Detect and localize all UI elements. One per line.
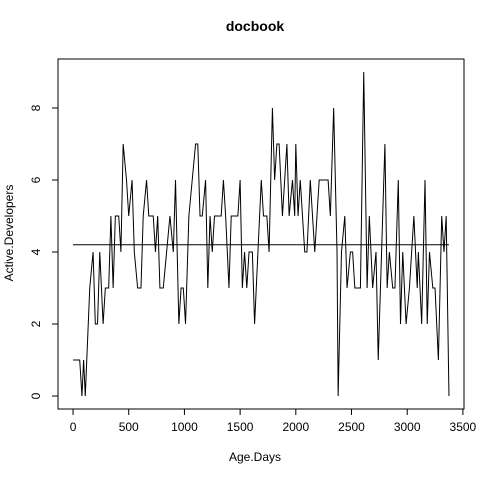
x-tick-label: 2500 xyxy=(338,420,365,434)
y-axis-label: Active.Developers xyxy=(2,185,16,282)
x-tick-label: 2000 xyxy=(282,420,309,434)
y-tick-label: 2 xyxy=(29,320,43,327)
y-tick-label: 6 xyxy=(29,176,43,183)
x-tick-label: 3500 xyxy=(450,420,477,434)
chart-title: docbook xyxy=(226,18,285,34)
x-axis-label: Age.Days xyxy=(229,450,281,464)
x-tick-label: 3000 xyxy=(394,420,421,434)
y-tick-label: 0 xyxy=(29,392,43,399)
x-tick-label: 500 xyxy=(119,420,139,434)
x-tick-label: 1500 xyxy=(227,420,254,434)
y-tick-label: 8 xyxy=(29,104,43,111)
plot-box xyxy=(57,58,465,410)
y-tick-label: 4 xyxy=(29,248,43,255)
x-tick-label: 0 xyxy=(70,420,77,434)
data-line xyxy=(73,71,450,397)
x-tick-label: 1000 xyxy=(171,420,198,434)
